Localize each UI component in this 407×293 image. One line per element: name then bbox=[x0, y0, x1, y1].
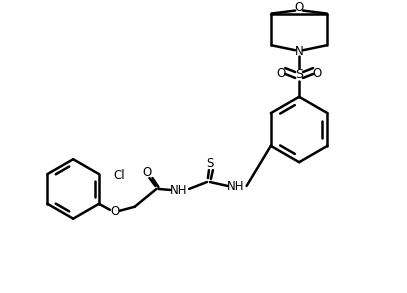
Text: NH: NH bbox=[227, 180, 245, 193]
Text: O: O bbox=[295, 1, 304, 14]
Text: NH: NH bbox=[169, 184, 187, 197]
Text: O: O bbox=[312, 67, 322, 79]
Text: O: O bbox=[110, 205, 119, 218]
Text: O: O bbox=[277, 67, 286, 79]
Text: S: S bbox=[295, 69, 303, 81]
Text: Cl: Cl bbox=[114, 168, 125, 182]
Text: O: O bbox=[142, 166, 151, 179]
Text: S: S bbox=[206, 157, 214, 170]
Text: N: N bbox=[295, 45, 304, 58]
